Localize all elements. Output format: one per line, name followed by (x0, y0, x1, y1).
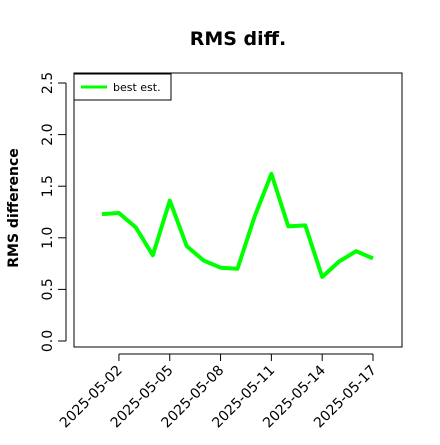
series-line-best-est (101, 171, 374, 279)
chart-title: RMS diff. (190, 28, 287, 50)
y-tick-label: 1.5 (40, 175, 56, 197)
y-tick-label: 2.5 (40, 72, 56, 94)
y-tick-label: 2.0 (40, 123, 56, 145)
legend-label: best est. (113, 81, 161, 94)
y-axis: 0.0 0.5 1.0 1.5 2.0 2.5 (40, 72, 67, 352)
legend: best est. (73, 73, 172, 101)
plot-frame (73, 72, 403, 348)
series-layer (101, 171, 374, 279)
y-tick-label: 0.0 (40, 330, 56, 352)
y-tick-label: 1.0 (40, 227, 56, 249)
y-axis-label: RMS difference (6, 148, 22, 268)
y-tick-label: 0.5 (40, 278, 56, 300)
x-axis: 2025-05-022025-05-052025-05-082025-05-11… (57, 353, 380, 431)
